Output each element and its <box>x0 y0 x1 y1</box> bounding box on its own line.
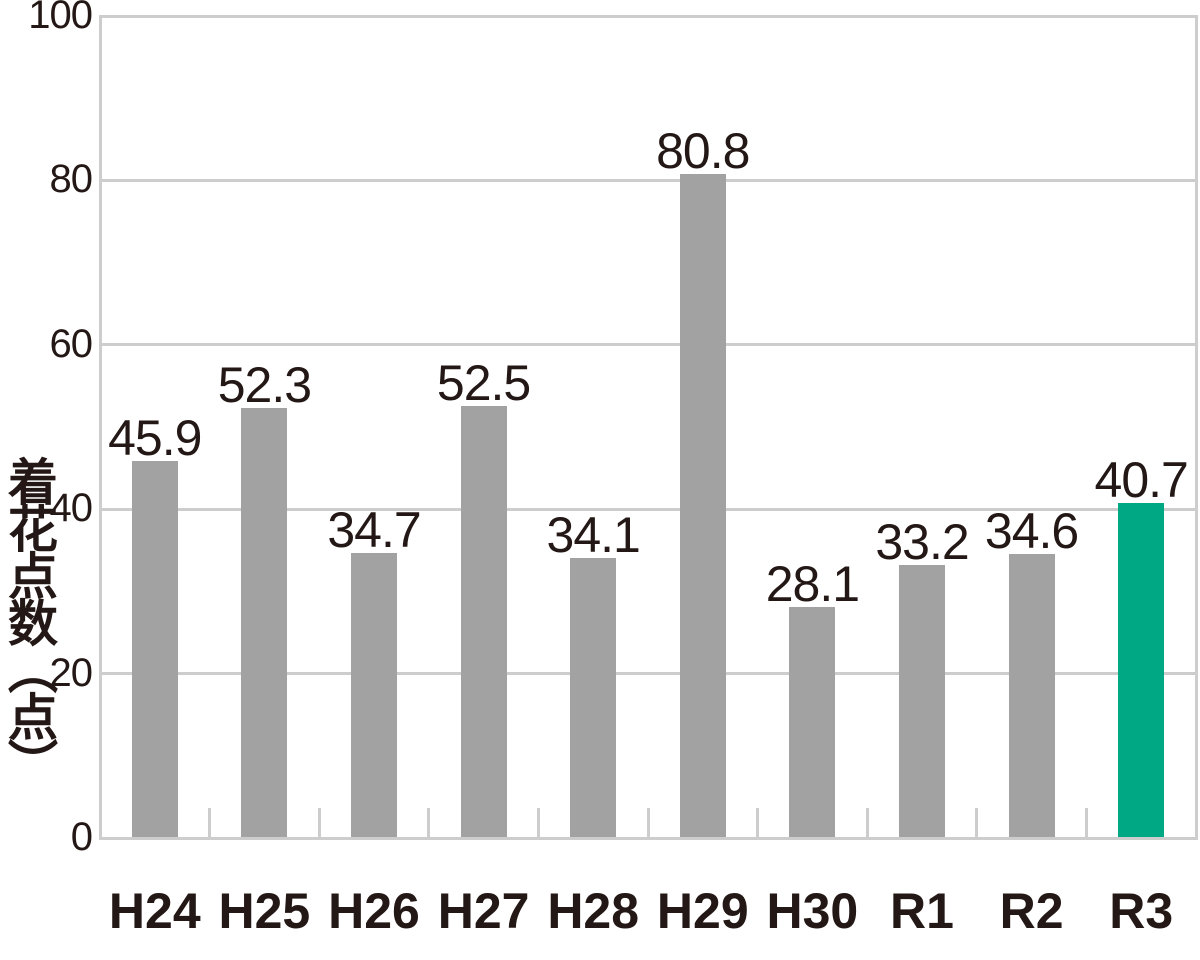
bar-H26 <box>351 552 397 838</box>
x-tick-label: H27 <box>437 883 530 939</box>
bar-R2 <box>1008 553 1055 838</box>
gridline <box>98 343 1198 347</box>
y-tick-label: 0 <box>70 815 93 859</box>
category-boundary-tick <box>1084 808 1088 838</box>
x-axis-baseline <box>98 836 1198 840</box>
bar-H27 <box>460 406 507 838</box>
x-tick-label: R1 <box>890 883 954 939</box>
bar-H29 <box>679 173 726 838</box>
y-tick-label: 20 <box>49 650 94 695</box>
x-tick-label: H29 <box>656 883 749 939</box>
x-tick-label: H26 <box>328 883 420 939</box>
x-tick-label: H30 <box>766 883 859 939</box>
category-boundary-tick <box>536 808 540 838</box>
bar-H24 <box>131 460 178 838</box>
y-axis-line <box>98 14 102 840</box>
bar-value-label: 52.3 <box>217 357 312 414</box>
x-tick-label: R3 <box>1109 883 1174 939</box>
category-boundary-tick <box>208 808 212 838</box>
category-boundary-tick <box>756 808 760 838</box>
plot-right-border <box>1194 14 1198 840</box>
bar-value-label: 28.1 <box>765 556 860 613</box>
y-tick-label: 60 <box>49 321 94 366</box>
x-tick-label: R2 <box>999 883 1064 939</box>
bar-value-label: 33.2 <box>875 514 969 571</box>
y-axis-title: 着花点数（点） <box>1 456 57 785</box>
x-tick-label: H24 <box>108 883 201 939</box>
bar-value-label: 34.6 <box>984 502 1079 559</box>
bar-H30 <box>789 607 836 838</box>
y-tick-label: 40 <box>49 486 94 531</box>
category-boundary-tick <box>865 808 869 838</box>
category-boundary-tick <box>427 808 431 838</box>
bar-value-label: 45.9 <box>108 409 202 466</box>
bar-R3 <box>1118 503 1165 838</box>
gridline <box>98 507 1198 511</box>
gridline <box>98 672 1198 676</box>
category-boundary-tick <box>975 808 979 838</box>
bar-value-label: 80.8 <box>656 122 750 179</box>
bar-R1 <box>899 565 945 838</box>
bar-H28 <box>570 557 617 838</box>
y-tick-label: 100 <box>28 0 93 37</box>
bar-value-label: 34.1 <box>546 506 641 563</box>
bar-H25 <box>241 408 288 838</box>
x-tick-label: H25 <box>218 883 311 939</box>
gridline <box>98 178 1198 182</box>
x-tick-label: H28 <box>547 883 640 939</box>
bar-value-label: 40.7 <box>1094 452 1189 509</box>
category-boundary-tick <box>317 808 321 838</box>
y-tick-label: 80 <box>49 157 94 202</box>
gridline <box>98 14 1198 18</box>
category-boundary-tick <box>646 808 650 838</box>
bar-value-label: 52.5 <box>436 355 531 412</box>
bar-value-label: 34.7 <box>327 501 421 558</box>
